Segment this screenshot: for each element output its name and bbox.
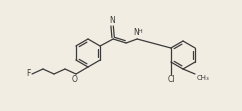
Text: Cl: Cl bbox=[167, 75, 175, 84]
Text: N: N bbox=[133, 28, 139, 37]
Text: N: N bbox=[109, 16, 115, 25]
Text: F: F bbox=[27, 69, 31, 78]
Text: CH₃: CH₃ bbox=[197, 75, 210, 81]
Text: H: H bbox=[138, 29, 143, 34]
Text: O: O bbox=[72, 75, 78, 84]
